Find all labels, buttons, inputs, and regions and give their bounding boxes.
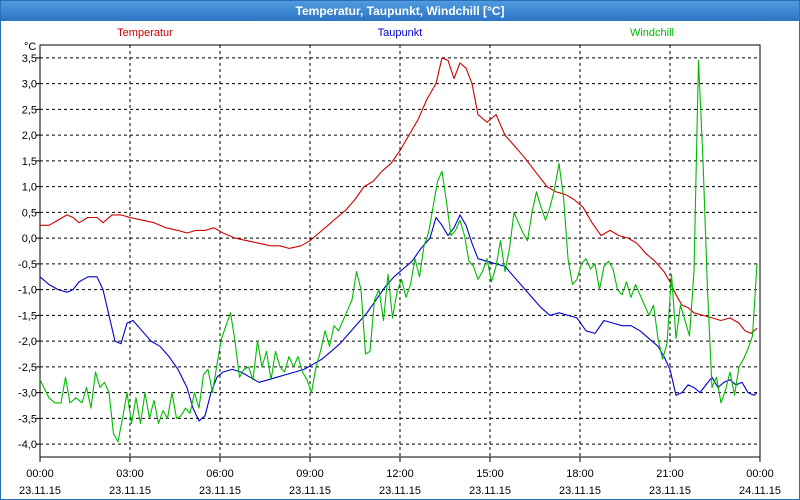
x-tick-date: 23.11.15 — [19, 485, 61, 497]
y-tick-label: -2,0 — [18, 336, 37, 348]
y-axis: °C 3,5 3,0 2,5 2,0 1,5 1,0 0,5 0,0 -0,5 -1,0 -1,5 -… — [18, 41, 40, 451]
x-tick-date: 23.11.15 — [649, 485, 691, 497]
y-tick-label: 3,5 — [22, 53, 37, 65]
x-tick-date: 23.11.15 — [379, 485, 421, 497]
x-tick-time: 12:00 — [386, 468, 414, 480]
y-tick-label: 3,0 — [22, 79, 37, 91]
legend-windchill: Windchill — [630, 27, 674, 39]
x-tick-time: 03:00 — [116, 468, 144, 480]
y-tick-label: 2,0 — [22, 130, 37, 142]
x-tick-time: 00:00 — [746, 468, 774, 480]
series-line-temperatur — [40, 57, 758, 334]
y-axis-unit-label: °C — [24, 41, 36, 53]
series-group — [39, 57, 758, 443]
y-tick-label: -2,5 — [18, 362, 37, 374]
x-tick-time: 06:00 — [206, 468, 234, 480]
y-tick-label: -1,0 — [18, 285, 37, 297]
x-axis: 00:00 23.11.15 03:00 23.11.15 06:00 23.11.15 0… — [19, 457, 781, 497]
series-line-taupunkt — [39, 214, 758, 422]
y-tick-label: 0,5 — [22, 207, 37, 219]
x-tick-time: 21:00 — [656, 468, 684, 480]
x-tick-time: 15:00 — [476, 468, 504, 480]
x-tick-date: 23.11.15 — [469, 485, 511, 497]
x-tick-date: 23.11.15 — [559, 485, 601, 497]
y-tick-label: -3,0 — [18, 388, 37, 400]
series-line-windchill — [39, 59, 758, 443]
x-tick-date: 23.11.15 — [109, 485, 151, 497]
y-tick-label: 0,0 — [22, 233, 37, 245]
x-tick-date: 24.11.15 — [739, 485, 781, 497]
y-tick-label: -3,5 — [18, 413, 37, 425]
legend: Temperatur Taupunkt Windchill — [117, 27, 674, 39]
y-tick-label: -4,0 — [18, 439, 37, 451]
x-tick-date: 23.11.15 — [199, 485, 241, 497]
x-tick-time: 00:00 — [26, 468, 54, 480]
chart-title: Temperatur, Taupunkt, Windchill [°C] — [1, 1, 799, 21]
y-tick-label: 1,5 — [22, 156, 37, 168]
y-tick-label: -1,5 — [18, 310, 37, 322]
x-tick-time: 09:00 — [296, 468, 324, 480]
y-tick-label: 1,0 — [22, 182, 37, 194]
legend-taupunkt: Taupunkt — [378, 27, 423, 39]
x-tick-time: 18:00 — [566, 468, 594, 480]
grid — [40, 45, 760, 457]
legend-temperatur: Temperatur — [117, 27, 173, 39]
y-tick-label: 2,5 — [22, 104, 37, 116]
y-tick-label: -0,5 — [18, 259, 37, 271]
x-tick-date: 23.11.15 — [289, 485, 331, 497]
